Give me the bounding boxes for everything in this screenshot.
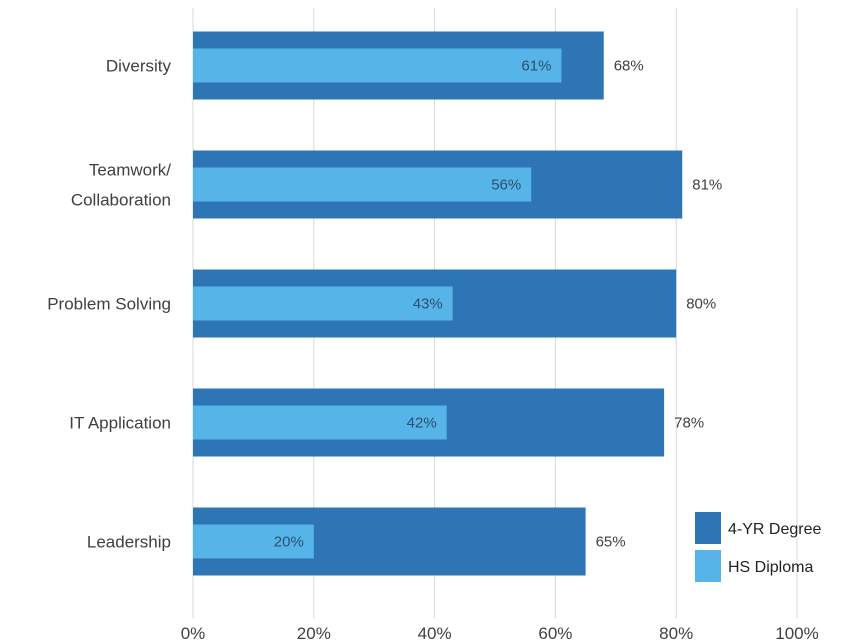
bar-hs-diploma [193,286,453,321]
data-label-4yr-degree: 80% [686,296,716,313]
category-label: Teamwork/Collaboration [71,161,171,210]
bar-hs-diploma [193,167,532,202]
x-tick-label: 0% [181,624,206,641]
x-tick-label: 20% [297,624,331,641]
x-tick-label: 80% [659,624,693,641]
category-label: Diversity [106,57,172,76]
category-label: Leadership [87,533,171,552]
category-label: Problem Solving [47,295,171,314]
x-tick-label: 60% [538,624,572,641]
bar-hs-diploma [193,48,562,83]
data-label-hs-diploma: 42% [407,415,437,432]
legend-swatch [695,550,721,582]
x-tick-label: 100% [775,624,818,641]
legend-label: 4-YR Degree [728,521,821,538]
data-label-hs-diploma: 20% [274,534,304,551]
bars [193,31,683,576]
legend-label: HS Diploma [728,559,813,576]
bar-hs-diploma [193,524,314,559]
legend-swatch [695,512,721,544]
data-label-4yr-degree: 65% [596,534,626,551]
data-label-4yr-degree: 78% [674,415,704,432]
data-label-4yr-degree: 68% [614,58,644,75]
labels: 0% 20% 40% 60% 80% 100% 61% 68% Diversity 56% 81% T… [47,57,819,641]
data-label-4yr-degree: 81% [692,177,722,194]
data-label-hs-diploma: 61% [521,58,551,75]
x-tick-label: 40% [418,624,452,641]
bar-hs-diploma [193,405,447,440]
legend: 4-YR Degree HS Diploma [695,512,821,582]
category-label: IT Application [69,414,171,433]
data-label-hs-diploma: 56% [491,177,521,194]
data-label-hs-diploma: 43% [413,296,443,313]
